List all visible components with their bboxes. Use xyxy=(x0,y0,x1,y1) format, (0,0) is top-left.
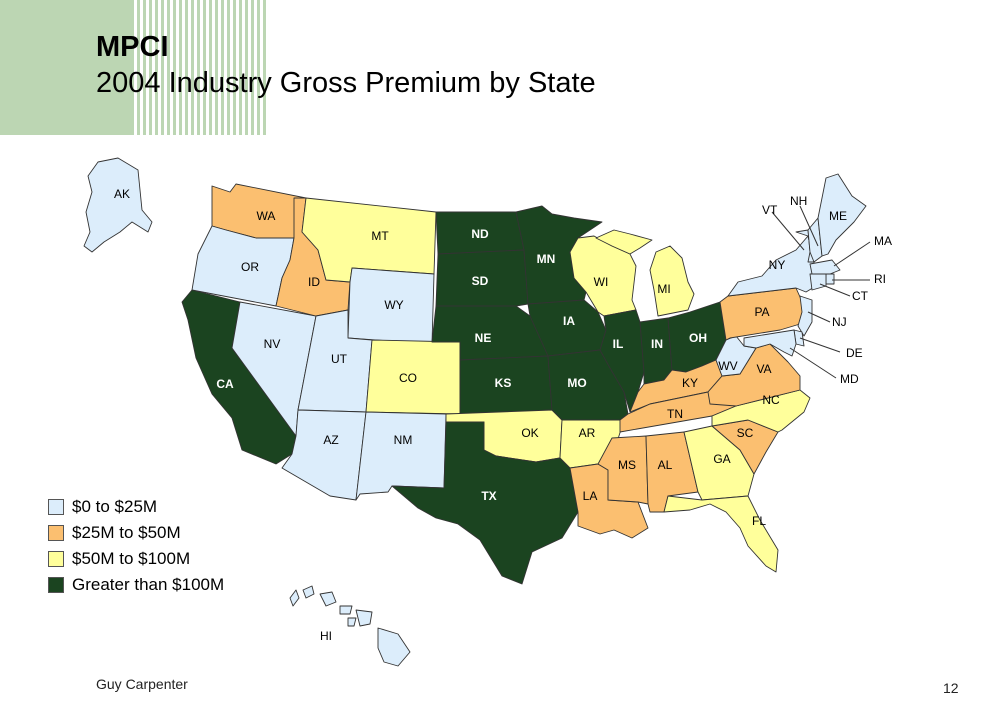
svg-text:NY: NY xyxy=(769,258,786,272)
svg-text:MA: MA xyxy=(874,234,892,248)
svg-text:ID: ID xyxy=(308,275,320,289)
svg-text:WV: WV xyxy=(718,359,737,373)
legend-swatch-top xyxy=(48,577,64,593)
legend-swatch-mid xyxy=(48,525,64,541)
state-AK xyxy=(83,157,153,253)
svg-text:NH: NH xyxy=(790,194,807,208)
state-MD xyxy=(743,329,797,357)
svg-text:NV: NV xyxy=(264,337,281,351)
page-number: 12 xyxy=(943,680,959,696)
svg-text:CA: CA xyxy=(216,377,234,391)
svg-text:GA: GA xyxy=(713,452,730,466)
state-FL xyxy=(663,495,779,573)
state-CT xyxy=(809,273,827,291)
svg-text:TN: TN xyxy=(667,407,683,421)
legend-swatch-high xyxy=(48,551,64,567)
svg-text:OK: OK xyxy=(521,426,538,440)
svg-text:MO: MO xyxy=(567,376,586,390)
svg-text:OR: OR xyxy=(241,260,259,274)
state-RI xyxy=(825,273,835,285)
svg-text:SD: SD xyxy=(472,274,489,288)
state-HI xyxy=(289,585,411,667)
state-labels: AK HI WA OR CA NV ID MT WY UT CO AZ NM N… xyxy=(114,187,892,643)
svg-text:TX: TX xyxy=(481,489,496,503)
svg-text:AK: AK xyxy=(114,187,130,201)
svg-text:KS: KS xyxy=(495,376,512,390)
callout-lines xyxy=(771,205,871,379)
svg-text:MD: MD xyxy=(840,372,859,386)
legend-label: $25M to $50M xyxy=(72,523,181,542)
svg-text:IL: IL xyxy=(613,337,624,351)
legend-swatch-low xyxy=(48,499,64,515)
state-MI xyxy=(595,229,653,255)
svg-text:VA: VA xyxy=(756,362,771,376)
legend-label: $0 to $25M xyxy=(72,497,158,516)
svg-text:NC: NC xyxy=(762,393,780,407)
legend-item: $0 to $25M xyxy=(48,494,224,520)
svg-text:VT: VT xyxy=(762,203,778,217)
svg-text:FL: FL xyxy=(752,514,766,528)
svg-text:ND: ND xyxy=(471,227,489,241)
state-SD xyxy=(435,249,529,307)
state-NJ xyxy=(797,295,813,337)
svg-text:SC: SC xyxy=(737,426,754,440)
svg-text:DE: DE xyxy=(846,346,863,360)
footer-company: Guy Carpenter xyxy=(96,676,188,692)
svg-text:MN: MN xyxy=(537,252,556,266)
svg-text:OH: OH xyxy=(689,331,707,345)
legend-label: $50M to $100M xyxy=(72,549,191,568)
svg-text:MI: MI xyxy=(657,282,670,296)
svg-text:NJ: NJ xyxy=(832,315,847,329)
svg-text:NE: NE xyxy=(475,331,492,345)
svg-text:RI: RI xyxy=(874,272,886,286)
svg-text:WY: WY xyxy=(384,298,403,312)
legend-item: $25M to $50M xyxy=(48,520,224,546)
svg-text:MT: MT xyxy=(371,229,389,243)
svg-text:AZ: AZ xyxy=(323,433,338,447)
deco-stripes xyxy=(137,0,266,135)
svg-text:WI: WI xyxy=(594,275,609,289)
svg-text:UT: UT xyxy=(331,352,348,366)
title-main: MPCI xyxy=(96,31,169,63)
legend-item: Greater than $100M xyxy=(48,572,224,598)
svg-text:NM: NM xyxy=(394,433,413,447)
svg-text:MS: MS xyxy=(618,458,636,472)
map-legend: $0 to $25M $25M to $50M $50M to $100M Gr… xyxy=(48,494,224,598)
decorative-stripes xyxy=(0,0,266,135)
svg-text:LA: LA xyxy=(583,489,598,503)
svg-text:AL: AL xyxy=(658,458,673,472)
svg-text:CT: CT xyxy=(852,289,869,303)
legend-item: $50M to $100M xyxy=(48,546,224,572)
svg-text:CO: CO xyxy=(399,371,417,385)
svg-text:ME: ME xyxy=(829,209,847,223)
svg-text:IN: IN xyxy=(651,337,663,351)
state-MA xyxy=(809,259,841,275)
deco-block xyxy=(0,0,134,135)
state-TX xyxy=(391,421,579,585)
svg-text:PA: PA xyxy=(754,305,769,319)
svg-text:AR: AR xyxy=(579,426,596,440)
svg-text:KY: KY xyxy=(682,376,698,390)
svg-text:HI: HI xyxy=(320,629,332,643)
svg-text:WA: WA xyxy=(257,209,276,223)
state-MI-lower xyxy=(649,245,695,317)
legend-label: Greater than $100M xyxy=(72,575,225,594)
title-subtitle: 2004 Industry Gross Premium by State xyxy=(96,67,596,99)
state-ME xyxy=(817,173,867,257)
svg-text:IA: IA xyxy=(563,314,575,328)
